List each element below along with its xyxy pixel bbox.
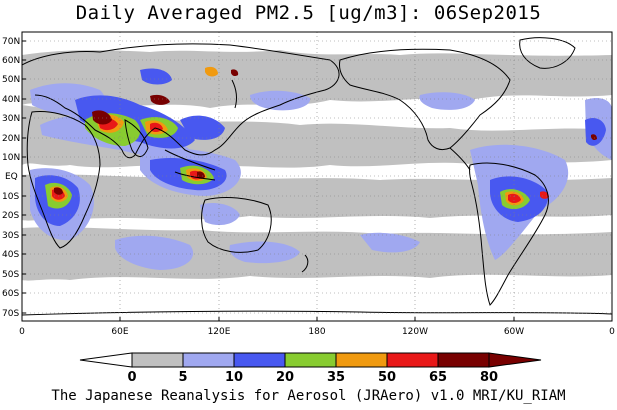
lon-label: 0 [19,327,25,337]
lon-label: 180 [308,327,325,337]
lat-label: 30N [2,114,20,124]
colorbar-label: 5 [178,370,187,385]
map-title: Daily Averaged PM2.5 [ug/m3]: 06Sep2015 [75,2,542,24]
lon-label: 120W [402,327,428,337]
lat-label: 70N [2,37,20,47]
lat-label: 50S [2,270,19,280]
coastlines [22,37,612,316]
colorbar-swatch [386,352,439,368]
lon-label: 60E [111,327,128,337]
colorbar-label: 0 [127,370,136,385]
lat-label: 70S [2,309,19,319]
colorbar-swatch [284,352,337,368]
colorbar-swatch [79,352,133,368]
colorbar-label: 65 [429,370,447,385]
lat-label: 60S [2,289,19,299]
lat-label: EQ [5,172,18,182]
latitude-labels: 70N 60N 50N 40N 30N 20N 10N EQ 10S 20S 3… [2,37,20,319]
lat-label: 50N [2,75,20,85]
colorbar-label: 80 [480,370,498,385]
lat-label: 10S [2,192,19,202]
lat-label: 20S [2,211,19,221]
lat-label: 40N [2,95,20,105]
lon-label: 120E [208,327,231,337]
lat-label: 20N [2,134,20,144]
lon-label: 0 [609,327,615,337]
longitude-labels: 0 60E 120E 180 120W 60W 0 [19,327,615,337]
lat-label: 30S [2,231,19,241]
colorbar-label: 10 [225,370,243,385]
colorbar-swatch [335,352,388,368]
colorbar-swatch [437,352,490,368]
lat-label: 40S [2,250,19,260]
colorbar-label: 50 [378,370,396,385]
colorbar-swatch [488,352,542,368]
colorbar-label: 20 [276,370,294,385]
lat-label: 10N [2,153,20,163]
footer-caption: The Japanese Reanalysis for Aerosol (JRA… [51,388,566,404]
colorbar-swatch [182,352,235,368]
map-gridlines [22,32,612,321]
lon-label: 60W [504,327,524,337]
colorbar-label: 35 [327,370,345,385]
colorbar-swatch [131,352,184,368]
colorbar-swatch [233,352,286,368]
axis-ticks [22,40,515,321]
colorbar: 0 5 10 20 35 50 65 80 [79,352,542,385]
lat-label: 60N [2,56,20,66]
